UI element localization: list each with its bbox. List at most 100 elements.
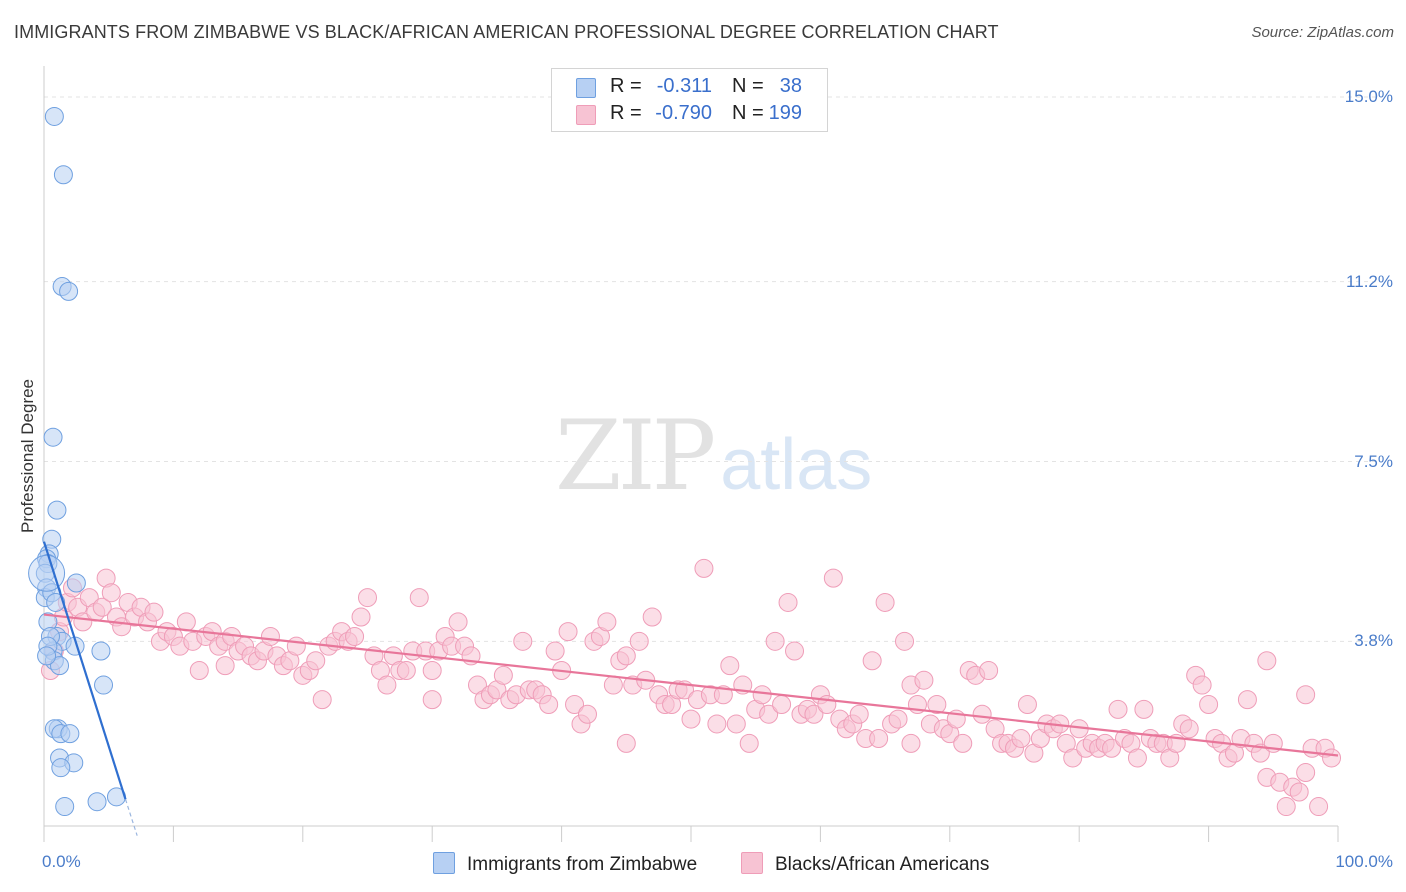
data-point: [1289, 782, 1309, 802]
data-point: [215, 656, 235, 676]
data-point: [597, 612, 617, 632]
data-point: [914, 670, 934, 690]
stats-row-black-african-american: R = -0.790 N = 199: [552, 102, 827, 126]
data-point: [577, 704, 597, 724]
data-point: [616, 646, 636, 666]
data-point: [55, 797, 75, 817]
data-point: [260, 626, 280, 646]
data-point: [1017, 695, 1037, 714]
data-point: [60, 724, 80, 744]
data-point: [1296, 763, 1316, 783]
data-point: [409, 588, 429, 608]
data-point: [1237, 690, 1257, 710]
data-point: [513, 631, 533, 651]
r-label: R =: [610, 75, 642, 97]
data-point: [1134, 699, 1154, 719]
data-point: [345, 626, 365, 646]
data-point: [875, 592, 895, 612]
data-point: [759, 704, 779, 724]
data-point: [895, 631, 915, 651]
data-point: [739, 733, 759, 753]
data-point: [306, 651, 326, 671]
trend-line-zimbabwe-extension: [124, 799, 138, 836]
data-point: [1108, 699, 1128, 719]
data-point: [176, 612, 196, 632]
data-point: [953, 733, 973, 753]
y-tick-label: 15.0%: [1344, 87, 1393, 106]
data-point: [1011, 729, 1031, 749]
data-point: [972, 704, 992, 724]
data-point: [720, 656, 740, 676]
data-point: [1257, 651, 1277, 671]
r-label: R =: [610, 102, 642, 124]
data-point: [312, 690, 332, 710]
data-point: [862, 651, 882, 671]
n-label: N =: [732, 75, 764, 97]
data-point: [1127, 748, 1147, 768]
data-point: [59, 281, 79, 301]
x-tick-label-max: 100.0%: [1335, 852, 1393, 871]
data-point: [66, 573, 86, 593]
data-point: [46, 592, 66, 612]
data-point: [1276, 797, 1296, 817]
data-point: [539, 695, 559, 714]
data-point: [377, 675, 397, 695]
legend-swatch: [741, 852, 763, 874]
data-point: [849, 704, 869, 724]
data-point: [694, 558, 714, 578]
data-point: [189, 660, 209, 680]
y-tick-label: 3.8%: [1354, 631, 1393, 651]
data-point: [358, 588, 377, 608]
legend-item-black-african-american[interactable]: Blacks/African Americans: [741, 852, 989, 876]
x-tick-label-min: 0.0%: [42, 852, 81, 871]
data-point: [87, 792, 107, 812]
data-point: [726, 714, 746, 734]
y-tick-label: 11.2%: [1346, 271, 1393, 291]
data-point: [92, 597, 112, 617]
n-value: 199: [768, 102, 802, 124]
data-point: [47, 500, 67, 520]
data-point: [869, 729, 889, 749]
series-swatch: [576, 105, 596, 125]
legend-swatch: [433, 852, 455, 874]
data-point: [422, 660, 442, 680]
r-value: -0.790: [655, 102, 712, 124]
legend-label: Blacks/African Americans: [775, 854, 990, 875]
data-point: [493, 665, 513, 685]
data-point: [44, 106, 64, 126]
data-point: [927, 695, 947, 714]
data-point: [1309, 797, 1329, 817]
data-point: [778, 592, 798, 612]
stats-legend-box: R = -0.311 N = 38 R = -0.790 N = 199: [551, 68, 828, 132]
data-point: [901, 733, 921, 753]
data-point: [53, 165, 73, 185]
data-point: [396, 660, 416, 680]
legend-item-zimbabwe[interactable]: Immigrants from Zimbabwe: [433, 852, 697, 876]
data-point: [616, 733, 636, 753]
source-note: Source: ZipAtlas.com: [1251, 24, 1394, 41]
data-point: [94, 675, 114, 695]
data-point: [772, 695, 792, 714]
data-point: [91, 641, 111, 661]
data-point: [681, 709, 701, 729]
y-tick-label: 7.5%: [1354, 451, 1393, 471]
data-point: [765, 631, 785, 651]
data-point: [603, 675, 623, 695]
data-point: [888, 709, 908, 729]
data-point: [37, 646, 57, 666]
data-point: [1322, 748, 1342, 768]
data-point: [1192, 675, 1212, 695]
data-point-cluster: [28, 554, 66, 592]
data-point: [1102, 738, 1122, 758]
trend-line-zimbabwe: [42, 541, 127, 800]
data-point: [823, 568, 843, 588]
r-value: -0.311: [656, 75, 712, 97]
data-point: [707, 714, 727, 734]
data-point: [713, 685, 733, 705]
data-point: [629, 631, 649, 651]
data-point: [565, 695, 585, 714]
y-axis-label: Professional Degree: [18, 378, 37, 534]
data-point: [351, 607, 371, 627]
data-point: [642, 607, 662, 627]
